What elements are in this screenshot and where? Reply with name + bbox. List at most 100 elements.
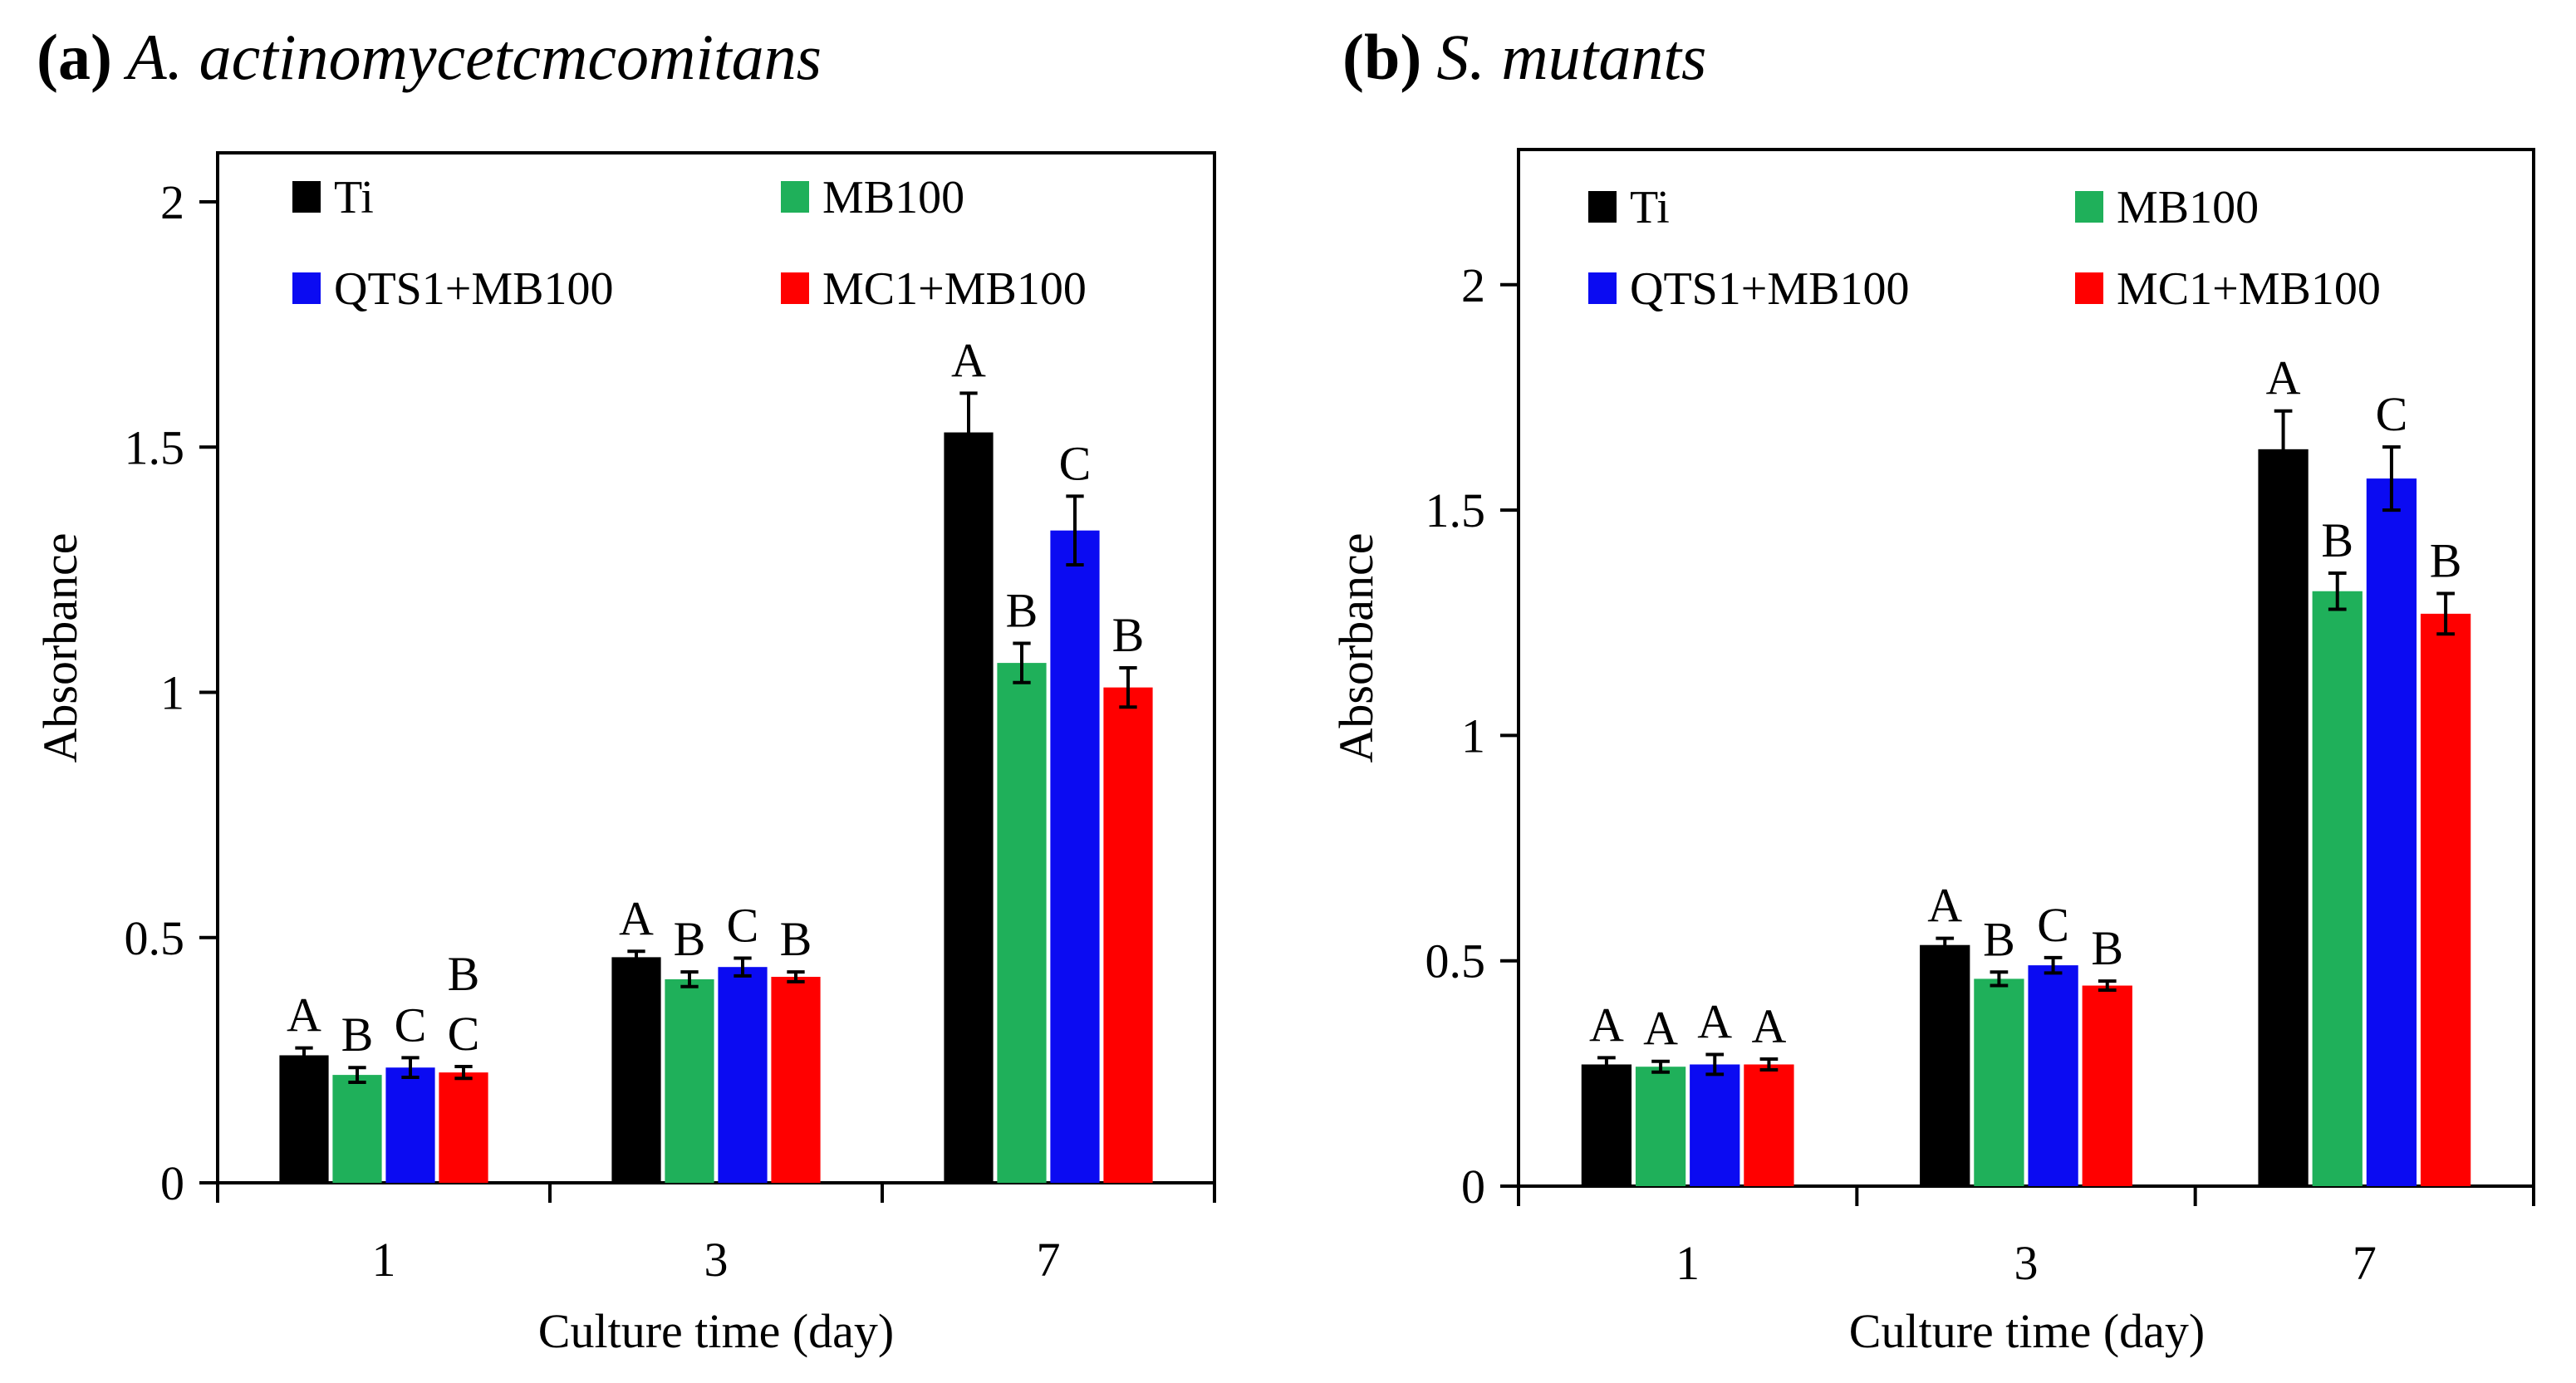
panel-a-x-tick-label: 1 [372,1233,396,1287]
panel-b-legend-swatch [2075,191,2103,223]
panel-b-bar [1635,1067,1686,1186]
panel-b-legend-swatch [2075,272,2103,304]
panel-a-bar [279,1055,329,1183]
panel-b-axes: 0 0.5 1 1.5 2 1 3 7 [1425,258,2535,1290]
panel-a-x-axis-label: Culture time (day) [538,1304,894,1358]
panel-a-title: (a) A. actinomycetcmcomitans [37,21,822,93]
panel-b-significance-label: A [1927,879,1962,933]
panel-a-bar [1050,530,1100,1183]
panel-a-y-tick-label: 0.5 [125,911,185,965]
panel-a-significance-label: A [951,333,986,387]
panel-b-significance-label: B [1983,912,2015,966]
panel-a-bar [718,967,768,1183]
panel-a-x-tick-label: 7 [1037,1233,1061,1287]
panel-a-y-tick-label: 2 [160,175,184,229]
panel-b-legend-swatch [1588,272,1617,304]
panel-b-significance-label: C [2037,898,2069,952]
panel-b-bar [1920,944,1970,1186]
panel-b-significance-label: B [2091,921,2123,975]
panel-b-legend-label: QTS1+MB100 [1630,263,1910,315]
panel-b-bar [1974,978,2024,1186]
panel-b-bar [2082,985,2132,1186]
panel-a-legend-swatch [781,181,809,213]
panel-b-significance-label: B [2430,533,2462,587]
panel-b-bar [2312,591,2363,1186]
panel-b-bar [1744,1064,1794,1186]
panel-a-axes: 0 0.5 1 1.5 2 1 3 7 [125,175,1216,1287]
panel-a-significance-label: C [448,1007,480,1061]
panel-b-legend: Ti MB100 QTS1+MB100 MC1+MB100 [1588,182,2381,315]
panel-a-significance-label: C [1059,436,1092,490]
panel-a-bar [439,1072,488,1183]
panel-a-bar [385,1067,435,1183]
panel-b-significance-label: A [1589,998,1624,1052]
panel-b-bar [1581,1064,1632,1186]
panel-b-x-tick-label: 3 [2014,1236,2039,1290]
panel-a-bar [665,978,714,1183]
panel-b-legend-label: Ti [1630,182,1670,233]
panel-b-y-tick-label: 0.5 [1425,934,1486,988]
panel-b-title: (b) S. mutants [1342,21,1706,93]
panel-b: (b) S. mutants Ti MB100 QTS1+MB100 MC1+MB100… [1329,21,2535,1358]
panel-a-significance-label: A [619,891,654,945]
panel-a-significance-label: A [287,988,321,1042]
panel-b-x-tick-label: 7 [2353,1236,2377,1290]
panel-a-y-axis-label: Absorbance [33,532,87,763]
panel-b-significance-label: A [2266,351,2301,405]
panel-a-y-tick-label: 1.5 [125,420,185,474]
panel-a-bar [771,977,821,1183]
panel-a-significance-label: B [1006,583,1038,637]
panel-b-bar [2028,965,2078,1186]
panel-a-legend-label: MB100 [822,172,964,223]
panel-a-significance-label: B [1112,608,1145,662]
panel-b-significance-label: A [1697,995,1732,1049]
panel-b-y-tick-label: 1 [1461,709,1485,763]
panel-b-significance-label: B [2321,513,2353,567]
panel-a-legend-label: Ti [334,172,374,223]
panel-a-organism: A. actinomycetcmcomitans [123,21,822,93]
panel-b-y-tick-label: 0 [1461,1160,1485,1214]
panel-b-significance-label: A [1751,999,1786,1053]
panel-b-y-axis-label: Absorbance [1329,532,1383,763]
panel-a-significance-label: B [448,947,480,1001]
panel-b-y-tick-label: 2 [1461,258,1485,312]
panel-b-organism: S. mutants [1436,21,1706,93]
panel-b-bar [2366,478,2417,1186]
panel-b-x-tick-label: 1 [1676,1236,1700,1290]
panel-a: (a) A. actinomycetcmcomitans Ti MB100 QTS1+… [33,21,1216,1358]
panel-b-bar [2258,449,2309,1186]
panel-a-bar [1103,687,1153,1183]
panel-a-legend: Ti MB100 QTS1+MB100 MC1+MB100 [292,172,1087,315]
panel-a-plot-frame [216,151,1216,1184]
panel-a-y-tick-label: 1 [160,666,184,720]
panel-b-significance-label: C [2376,387,2408,441]
panel-b-plot-frame [1517,148,2535,1188]
panel-a-legend-swatch [292,181,321,213]
panel-a-bar [997,663,1047,1183]
panel-a-significance-label: B [674,912,706,966]
panel-a-label: (a) [37,21,112,93]
panel-b-bar [1690,1064,1740,1186]
panel-a-x-tick-label: 3 [704,1233,729,1287]
panel-b-legend-label: MB100 [2117,182,2259,233]
panel-b-legend-swatch [1588,191,1617,223]
panel-a-bar [944,432,994,1183]
panel-a-significance-label: C [727,899,759,953]
panel-a-legend-label: MC1+MB100 [822,263,1087,315]
panel-b-bar [2420,613,2471,1186]
panel-a-significance-label: C [395,998,427,1052]
panel-a-y-tick-label: 0 [160,1156,184,1210]
panel-b-significance-label: A [1643,1002,1678,1056]
panel-a-legend-swatch [292,272,321,304]
panel-b-x-axis-label: Culture time (day) [1849,1304,2205,1358]
panel-a-bar [332,1075,382,1183]
panel-a-bar [611,957,661,1183]
panel-b-label: (b) [1342,21,1421,93]
panel-b-legend-label: MC1+MB100 [2117,263,2381,315]
panel-a-legend-swatch [781,272,809,304]
panel-a-significance-label: B [341,1008,374,1062]
panel-a-significance-label: B [780,912,812,966]
